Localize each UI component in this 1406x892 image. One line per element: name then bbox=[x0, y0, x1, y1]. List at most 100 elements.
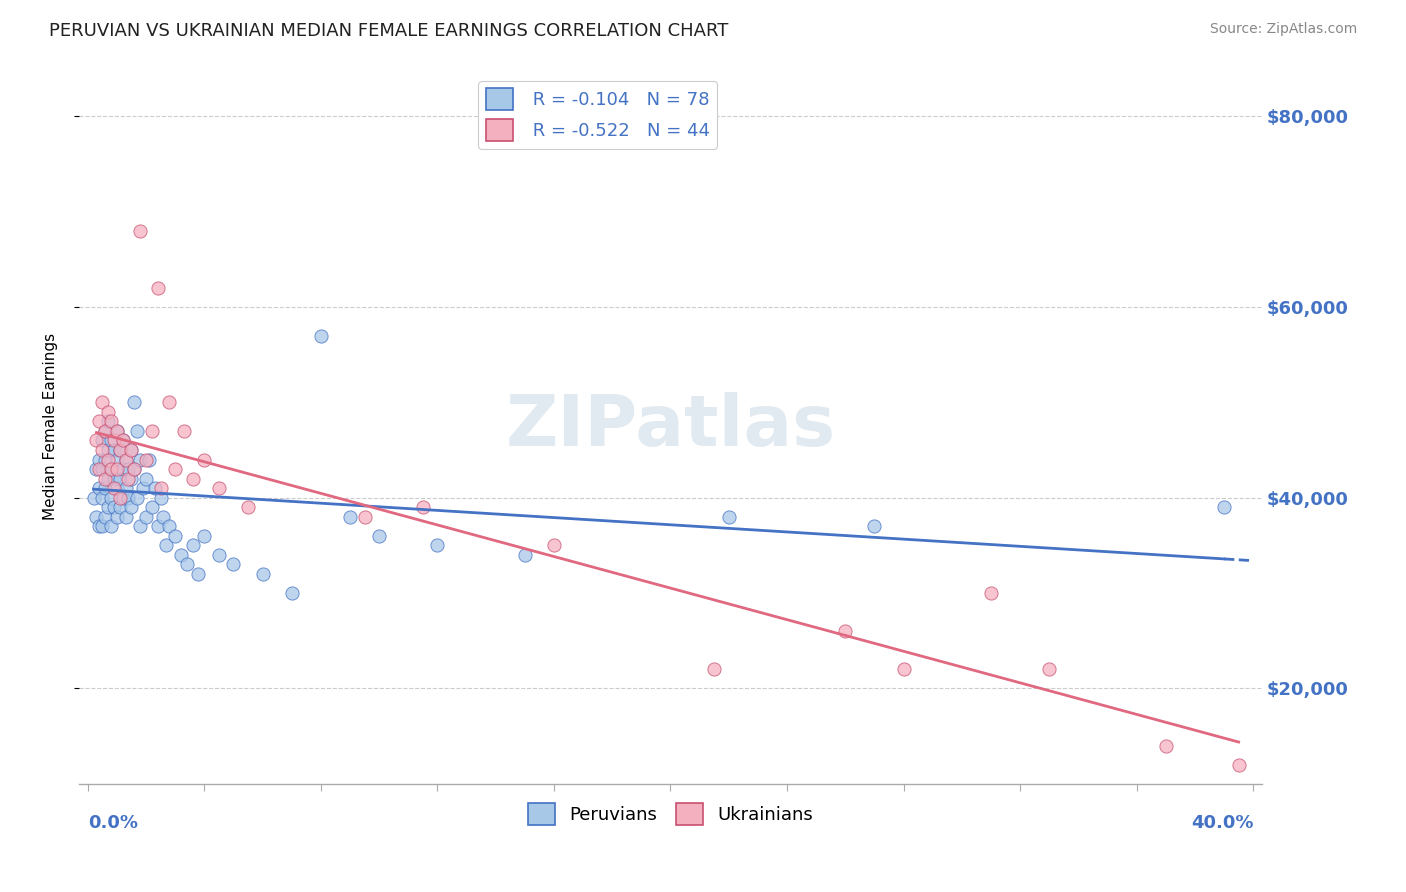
Point bbox=[89, 414, 111, 428]
Point bbox=[135, 509, 157, 524]
Point bbox=[165, 529, 187, 543]
Point bbox=[132, 481, 155, 495]
Point bbox=[120, 472, 142, 486]
Point bbox=[193, 452, 215, 467]
Point bbox=[170, 548, 193, 562]
Point bbox=[893, 662, 915, 676]
Point bbox=[135, 452, 157, 467]
Point bbox=[280, 586, 302, 600]
Point bbox=[105, 424, 128, 438]
Point bbox=[105, 424, 128, 438]
Point bbox=[94, 424, 117, 438]
Point bbox=[717, 509, 740, 524]
Point bbox=[111, 491, 134, 505]
Point bbox=[135, 472, 157, 486]
Point bbox=[141, 500, 163, 515]
Point bbox=[124, 395, 146, 409]
Y-axis label: Median Female Earnings: Median Female Earnings bbox=[44, 333, 58, 520]
Point bbox=[980, 586, 1002, 600]
Point bbox=[155, 538, 177, 552]
Point bbox=[89, 519, 111, 533]
Point bbox=[129, 224, 152, 238]
Point bbox=[114, 481, 136, 495]
Point bbox=[426, 538, 449, 552]
Point bbox=[97, 414, 120, 428]
Point bbox=[129, 452, 152, 467]
Point bbox=[100, 414, 122, 428]
Point bbox=[1213, 500, 1236, 515]
Point bbox=[105, 452, 128, 467]
Point bbox=[120, 500, 142, 515]
Point bbox=[149, 481, 172, 495]
Point bbox=[117, 462, 139, 476]
Point bbox=[100, 462, 122, 476]
Point bbox=[124, 462, 146, 476]
Point bbox=[91, 491, 114, 505]
Point bbox=[83, 491, 105, 505]
Point bbox=[127, 491, 149, 505]
Point bbox=[108, 443, 131, 458]
Point bbox=[1154, 739, 1177, 753]
Point bbox=[117, 491, 139, 505]
Point bbox=[89, 452, 111, 467]
Point bbox=[127, 424, 149, 438]
Point bbox=[863, 519, 886, 533]
Point bbox=[120, 443, 142, 458]
Point bbox=[97, 452, 120, 467]
Point bbox=[86, 462, 108, 476]
Point bbox=[94, 424, 117, 438]
Point bbox=[222, 558, 245, 572]
Point bbox=[412, 500, 434, 515]
Point bbox=[103, 500, 125, 515]
Point bbox=[157, 519, 180, 533]
Point bbox=[138, 452, 160, 467]
Point bbox=[111, 434, 134, 448]
Point bbox=[94, 472, 117, 486]
Point bbox=[1227, 757, 1250, 772]
Point bbox=[94, 509, 117, 524]
Point bbox=[91, 434, 114, 448]
Point bbox=[703, 662, 725, 676]
Point bbox=[834, 624, 856, 639]
Point bbox=[100, 491, 122, 505]
Point bbox=[97, 500, 120, 515]
Point bbox=[94, 452, 117, 467]
Point bbox=[91, 462, 114, 476]
Point bbox=[100, 519, 122, 533]
Text: PERUVIAN VS UKRAINIAN MEDIAN FEMALE EARNINGS CORRELATION CHART: PERUVIAN VS UKRAINIAN MEDIAN FEMALE EARN… bbox=[49, 22, 728, 40]
Point bbox=[309, 328, 332, 343]
Point bbox=[103, 434, 125, 448]
Point bbox=[91, 519, 114, 533]
Point bbox=[105, 462, 128, 476]
Point bbox=[146, 281, 169, 295]
Point bbox=[176, 558, 198, 572]
Point bbox=[181, 538, 204, 552]
Point bbox=[117, 472, 139, 486]
Point bbox=[114, 509, 136, 524]
Point bbox=[149, 491, 172, 505]
Point bbox=[108, 472, 131, 486]
Point bbox=[146, 519, 169, 533]
Point bbox=[91, 395, 114, 409]
Point bbox=[368, 529, 391, 543]
Point bbox=[89, 462, 111, 476]
Point bbox=[108, 500, 131, 515]
Text: ZIPatlas: ZIPatlas bbox=[505, 392, 835, 460]
Point bbox=[103, 443, 125, 458]
Point bbox=[143, 481, 166, 495]
Point bbox=[129, 519, 152, 533]
Point bbox=[141, 424, 163, 438]
Point bbox=[252, 567, 274, 582]
Point bbox=[236, 500, 259, 515]
Point bbox=[353, 509, 375, 524]
Point bbox=[91, 443, 114, 458]
Point bbox=[86, 434, 108, 448]
Point bbox=[105, 509, 128, 524]
Point bbox=[97, 443, 120, 458]
Point bbox=[111, 434, 134, 448]
Text: 40.0%: 40.0% bbox=[1191, 814, 1253, 832]
Point bbox=[114, 452, 136, 467]
Text: Source: ZipAtlas.com: Source: ZipAtlas.com bbox=[1209, 22, 1357, 37]
Point bbox=[97, 472, 120, 486]
Point bbox=[181, 472, 204, 486]
